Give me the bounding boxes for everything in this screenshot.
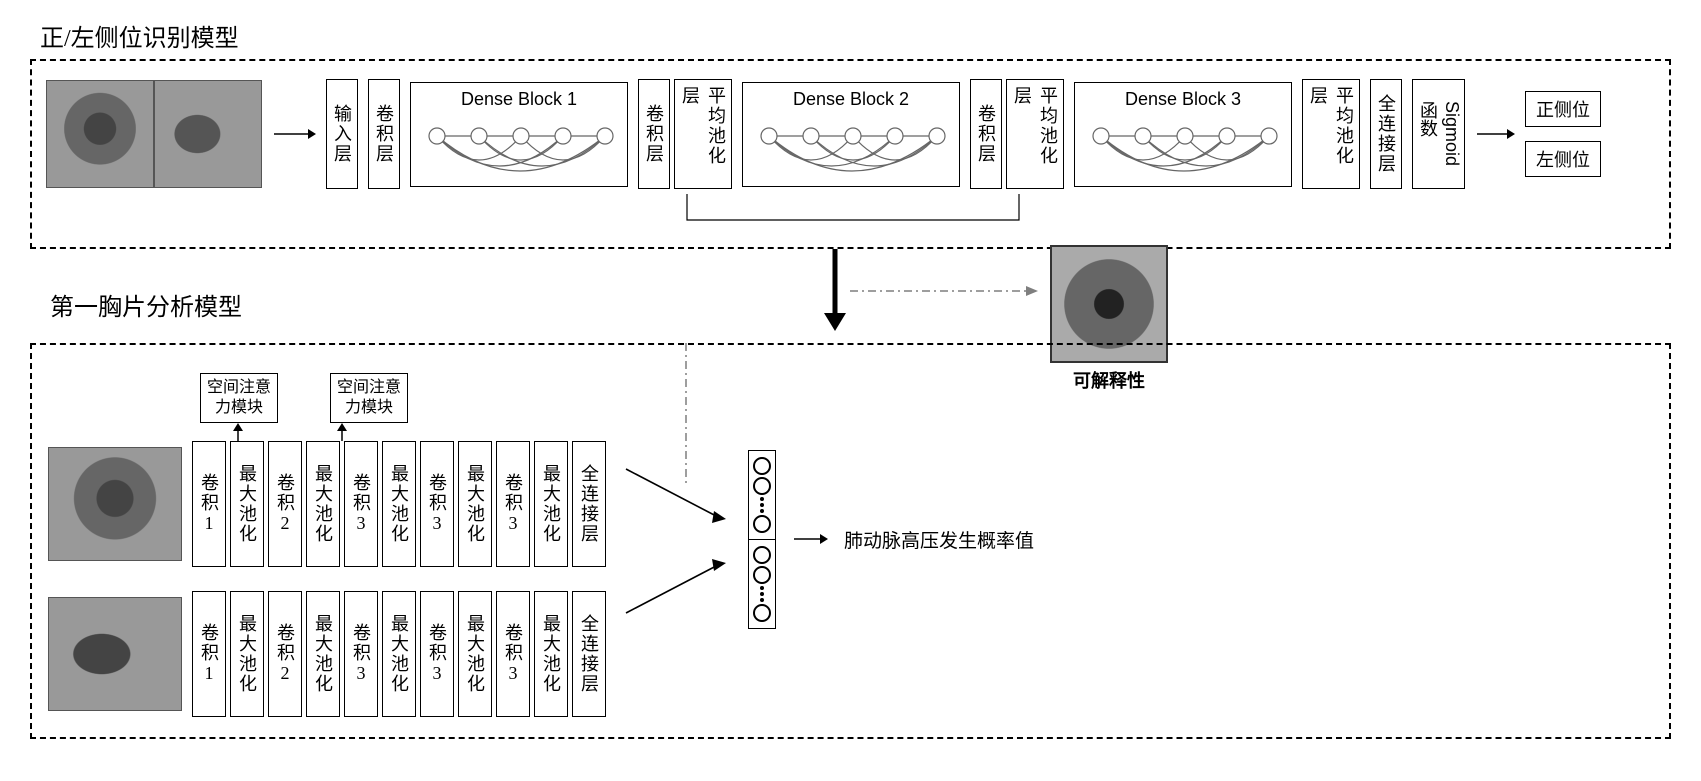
- branch-frontal-image: [48, 447, 182, 561]
- attention-module-1: 空间注意 力模块: [200, 373, 278, 423]
- transition-2: 卷积层 平均池化层: [970, 79, 1064, 189]
- between-row: 第一胸片分析模型 可解释性: [30, 253, 1671, 343]
- layer-box: 最大池化: [230, 441, 264, 567]
- attention-module-2: 空间注意 力模块: [330, 373, 408, 423]
- avgpool-layer-box: 平均池化层: [674, 79, 732, 189]
- up-arrow-icon: [304, 423, 404, 441]
- conv-layer-box: 卷积层: [638, 79, 670, 189]
- conv-layer-box: 卷积层: [970, 79, 1002, 189]
- layer-box: 最大池化: [458, 441, 492, 567]
- top-title: 正/左侧位识别模型: [40, 18, 1671, 53]
- xray-frontal-image: [46, 80, 154, 188]
- dashdot-down-arrow-icon: [676, 343, 696, 493]
- avgpool-layer-box: 平均池化层: [1006, 79, 1064, 189]
- layer-box: 卷积3: [496, 591, 530, 717]
- fc-vector-top: [748, 450, 776, 540]
- fc-layer-box: 全连接层: [1370, 79, 1402, 189]
- branch-lateral-row: 卷积1最大池化卷积2最大池化卷积3最大池化卷积3最大池化卷积3最大池化全连接层: [48, 591, 606, 717]
- dense-graph-icon: [419, 114, 619, 178]
- dense-block-3: Dense Block 3: [1074, 82, 1292, 187]
- arrow-icon: [272, 124, 316, 144]
- attention-arrows: [200, 423, 606, 441]
- bottom-title: 第一胸片分析模型: [50, 287, 242, 322]
- layer-box: 卷积3: [344, 591, 378, 717]
- layer-box: 卷积1: [192, 441, 226, 567]
- layer-box: 卷积3: [496, 441, 530, 567]
- layer-box: 最大池化: [534, 441, 568, 567]
- bottom-content: 空间注意 力模块 空间注意 力模块 卷积1最大池化卷积2最大池化卷积3最大池化卷…: [48, 361, 1653, 717]
- layer-box: 卷积2: [268, 441, 302, 567]
- layer-box: 卷积3: [420, 591, 454, 717]
- layer-box: 最大池化: [230, 591, 264, 717]
- transition-1: 卷积层 平均池化层: [638, 79, 732, 189]
- layer-box: 全连接层: [572, 591, 606, 717]
- layer-box: 卷积2: [268, 591, 302, 717]
- attention-row: 空间注意 力模块 空间注意 力模块: [200, 361, 606, 423]
- layer-box: 卷积3: [344, 441, 378, 567]
- output-stack: 正侧位 左侧位: [1525, 91, 1601, 177]
- dense-block-1-title: Dense Block 1: [461, 89, 577, 110]
- bottom-panel: 空间注意 力模块 空间注意 力模块 卷积1最大池化卷积2最大池化卷积3最大池化卷…: [30, 343, 1671, 739]
- input-layer-box: 输入层: [326, 79, 358, 189]
- layer-box: 卷积1: [192, 591, 226, 717]
- xray-lateral-image: [154, 80, 262, 188]
- branch-lateral-image: [48, 597, 182, 711]
- branch-frontal: 空间注意 力模块 空间注意 力模块 卷积1最大池化卷积2最大池化卷积3最大池化卷…: [48, 361, 606, 567]
- top-pipeline-row: 输入层 卷积层 Dense Block 1 卷积层: [46, 79, 1655, 189]
- dense-graph-icon: [751, 114, 951, 178]
- branch-lateral-layers: 卷积1最大池化卷积2最大池化卷积3最大池化卷积3最大池化卷积3最大池化全连接层: [192, 591, 606, 717]
- branches-stack: 空间注意 力模块 空间注意 力模块 卷积1最大池化卷积2最大池化卷积3最大池化卷…: [48, 361, 606, 717]
- dashdot-arrow-icon: [850, 281, 1040, 301]
- conv-layer-box: 卷积层: [368, 79, 400, 189]
- layer-box: 最大池化: [382, 441, 416, 567]
- arrow-icon: [792, 529, 828, 549]
- layer-box: 最大池化: [382, 591, 416, 717]
- output-lateral: 左侧位: [1525, 141, 1601, 177]
- dense-block-3-title: Dense Block 3: [1125, 89, 1241, 110]
- dense-graph-icon: [1083, 114, 1283, 178]
- dense-block-2: Dense Block 2: [742, 82, 960, 187]
- up-arrow-icon: [200, 423, 288, 441]
- layer-box: 最大池化: [306, 591, 340, 717]
- input-image-pair: [46, 80, 262, 188]
- layer-box: 卷积3: [420, 441, 454, 567]
- dense-block-2-title: Dense Block 2: [793, 89, 909, 110]
- dense-block-1: Dense Block 1: [410, 82, 628, 187]
- branch-frontal-layers: 卷积1最大池化卷积2最大池化卷积3最大池化卷积3最大池化卷积3最大池化全连接层: [192, 441, 606, 567]
- layer-box: 最大池化: [534, 591, 568, 717]
- top-panel: 输入层 卷积层 Dense Block 1 卷积层: [30, 59, 1671, 249]
- big-down-arrow-icon: [820, 249, 850, 333]
- avgpool-layer-box: 平均池化层: [1302, 79, 1360, 189]
- arrow-icon: [1475, 124, 1515, 144]
- branch-frontal-row: 卷积1最大池化卷积2最大池化卷积3最大池化卷积3最大池化卷积3最大池化全连接层: [48, 441, 606, 567]
- layer-box: 最大池化: [458, 591, 492, 717]
- fc-vector-bottom: [748, 540, 776, 629]
- output-probability-label: 肺动脉高压发生概率值: [844, 526, 1034, 553]
- sigmoid-box: Sigmoid 函数: [1412, 79, 1465, 189]
- output-frontal: 正侧位: [1525, 91, 1601, 127]
- fc-vector-stack: [748, 450, 776, 629]
- layer-box: 全连接层: [572, 441, 606, 567]
- layer-box: 最大池化: [306, 441, 340, 567]
